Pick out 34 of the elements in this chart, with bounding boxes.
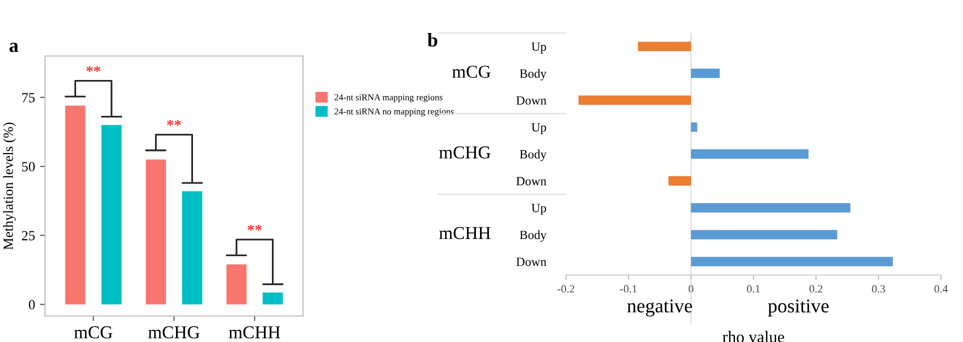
x-tick-label: 0.2 <box>809 285 822 293</box>
x-tick-label: -0.2 <box>558 285 574 293</box>
x-tick-label: -0.1 <box>620 285 637 293</box>
y-tick-label: Body <box>520 230 547 242</box>
annotation: ** <box>86 66 100 72</box>
y-tick-label: 0 <box>28 300 35 310</box>
chart-title: a <box>10 42 18 52</box>
y-axis-title: Methylation levels (%) <box>3 122 16 250</box>
chart-title: b <box>427 33 438 47</box>
text: mCHG <box>439 146 490 159</box>
text: negative <box>627 299 692 316</box>
text: mCG <box>452 66 490 78</box>
y-tick-label: Down <box>516 258 546 266</box>
legend-label: 24-nt siRNA mapping regions <box>334 94 442 102</box>
y-tick-label: Up <box>532 123 546 134</box>
y-tick-label: 25 <box>22 231 35 240</box>
y-tick-label: 75 <box>22 93 35 102</box>
x-tick-label: 0.4 <box>934 285 948 293</box>
x-tick-label: mCHG <box>148 326 200 338</box>
annotation: ** <box>166 120 182 126</box>
x-tick-label: mCG <box>74 326 112 338</box>
y-tick-label: Body <box>520 68 547 80</box>
annotation: ** <box>248 224 262 231</box>
y-tick-label: Body <box>520 150 547 162</box>
y-tick-label: Down <box>516 177 546 186</box>
y-tick-label: Up <box>532 42 546 54</box>
y-tick-label: Down <box>516 96 546 105</box>
x-tick-label: 0.1 <box>746 285 760 293</box>
text: mCHH <box>439 227 490 240</box>
x-tick-label: 0.3 <box>872 285 886 293</box>
text: positive <box>768 299 829 316</box>
y-tick-label: Up <box>532 204 546 215</box>
x-tick-label: mCHH <box>228 326 280 338</box>
y-tick-label: 50 <box>22 162 35 172</box>
